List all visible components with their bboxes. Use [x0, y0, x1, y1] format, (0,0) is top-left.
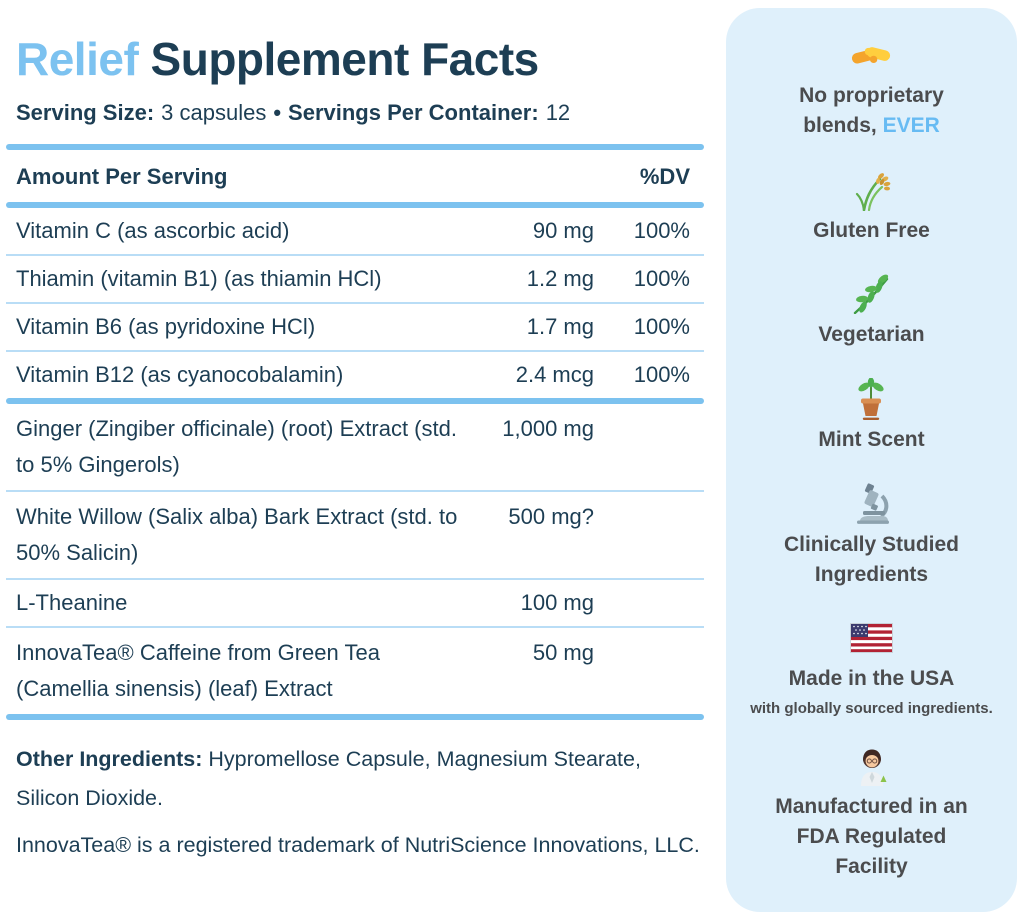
benefit-clinically-studied: Clinically Studied Ingredients — [754, 483, 989, 590]
benefit-subtext: with globally sourced ingredients. — [750, 700, 993, 718]
benefit-fda-facility: Manufactured in an FDA Regulated Facilit… — [764, 745, 979, 882]
serving-info: Serving Size: 3 capsules • Servings Per Con… — [6, 98, 704, 128]
ingredient-name: Vitamin B12 (as cyanocobalamin) — [16, 362, 344, 387]
benefit-label: Manufactured in an FDA Regulated Facilit… — [775, 794, 968, 878]
usa-flag-icon — [849, 617, 893, 659]
ingredient-amount: 1.2 mg — [526, 266, 594, 291]
handshake-icon — [850, 34, 892, 76]
benefit-no-proprietary-blends: No proprietary blends, EVER — [799, 34, 944, 141]
bullet-separator: • — [273, 100, 282, 125]
ingredient-amount: 1,000 mg — [502, 416, 594, 441]
benefit-mint-scent: Mint Scent — [818, 377, 925, 455]
ingredient-name: Vitamin B6 (as pyridoxine HCl) — [16, 314, 316, 339]
ingredient-name: L-Theanine — [16, 590, 128, 615]
benefit-label-line1: No proprietary — [799, 84, 944, 107]
benefits-sidebar: No proprietary blends, EVER Gluten Fr — [726, 8, 1017, 912]
ingredient-name: White Willow (Salix alba) Bark Extract (… — [16, 504, 458, 565]
trademark-note: InnovaTea® is a registered trademark of … — [16, 833, 700, 857]
brand-name: Relief — [16, 33, 139, 85]
table-header: Amount Per Serving %DV — [6, 150, 704, 202]
servings-per-container-value: 12 — [545, 100, 571, 125]
benefit-label: Gluten Free — [813, 218, 930, 242]
potted-plant-icon — [852, 377, 890, 420]
other-ingredients: Other Ingredients: Hypromellose Capsule,… — [16, 740, 704, 818]
divider-thick — [6, 202, 704, 208]
divider-thick — [6, 144, 704, 150]
ingredient-name: Vitamin C (as ascorbic acid) — [16, 218, 290, 243]
microscope-icon — [852, 483, 892, 525]
divider-thin — [6, 302, 704, 304]
serving-size-label: Serving Size: — [16, 100, 155, 125]
ingredient-dv: 100% — [633, 218, 690, 243]
table-row: Vitamin C (as ascorbic acid) 90 mg 100% — [6, 208, 704, 254]
other-ingredients-text: Hypromellose Capsule, Magnesium Stearate… — [16, 747, 641, 810]
table-row: L-Theanine 100 mg — [6, 580, 704, 626]
table-row: White Willow (Salix alba) Bark Extract (… — [6, 492, 704, 578]
table-row: Ginger (Zingiber officinale) (root) Extr… — [6, 404, 704, 490]
ingredient-amount: 90 mg — [532, 218, 594, 243]
divider-thin — [6, 626, 704, 628]
servings-per-container-label: Servings Per Container: — [288, 100, 539, 125]
benefit-label: Made in the USA — [788, 667, 955, 691]
table-row: Thiamin (vitamin B1) (as thiamin HCl) 1.… — [6, 256, 704, 302]
ingredient-name: InnovaTea® Caffeine from Green Tea (Came… — [16, 640, 380, 701]
ingredient-dv: 100% — [633, 362, 690, 387]
benefit-vegetarian: Vegetarian — [818, 273, 925, 350]
other-ingredients-label: Other Ingredients: — [16, 747, 203, 771]
benefit-gluten-free: Gluten Free — [813, 169, 930, 246]
benefit-label-line2: blends, — [803, 114, 883, 137]
divider-thick — [6, 398, 704, 404]
title-rest: Supplement Facts — [138, 33, 540, 85]
label-footnotes: Other Ingredients: Hypromellose Capsule,… — [6, 740, 704, 865]
ingredient-name: Thiamin (vitamin B1) (as thiamin HCl) — [16, 266, 382, 291]
ingredient-dv: 100% — [633, 266, 690, 291]
scientist-icon — [854, 745, 890, 787]
ingredient-dv: 100% — [633, 314, 690, 339]
amount-per-serving-header: Amount Per Serving — [16, 164, 228, 189]
ingredient-amount: 1.7 mg — [526, 314, 594, 339]
herb-icon — [850, 273, 892, 315]
page-title: Relief Supplement Facts — [6, 32, 704, 86]
serving-size-value: 3 capsules — [161, 100, 267, 125]
dv-header: %DV — [639, 164, 690, 189]
divider-thick — [6, 714, 704, 720]
divider-thin — [6, 490, 704, 492]
facts-panel: Relief Supplement Facts Serving Size: 3 c… — [6, 0, 704, 865]
benefit-made-in-usa: Made in the USA with globally sourced in… — [750, 617, 993, 717]
benefit-label: Clinically Studied Ingredients — [783, 532, 960, 586]
ingredient-amount: 50 mg — [532, 640, 594, 665]
table-row: InnovaTea® Caffeine from Green Tea (Came… — [6, 628, 704, 714]
ingredient-name: Ginger (Zingiber officinale) (root) Extr… — [16, 416, 457, 477]
ingredient-amount: 2.4 mcg — [515, 362, 594, 387]
benefit-label: Vegetarian — [818, 323, 925, 347]
rice-sheaf-icon — [851, 169, 891, 211]
benefit-label: No proprietary blends, EVER — [799, 81, 944, 141]
divider-thin — [6, 578, 704, 580]
ingredient-amount: 100 mg — [520, 590, 594, 615]
divider-thin — [6, 350, 704, 352]
benefit-label: Mint Scent — [818, 427, 925, 451]
benefit-label-highlight: EVER — [882, 114, 940, 137]
divider-thin — [6, 254, 704, 256]
ingredient-amount: 500 mg? — [508, 504, 594, 529]
table-row: Vitamin B6 (as pyridoxine HCl) 1.7 mg 10… — [6, 304, 704, 350]
table-row: Vitamin B12 (as cyanocobalamin) 2.4 mcg … — [6, 352, 704, 398]
